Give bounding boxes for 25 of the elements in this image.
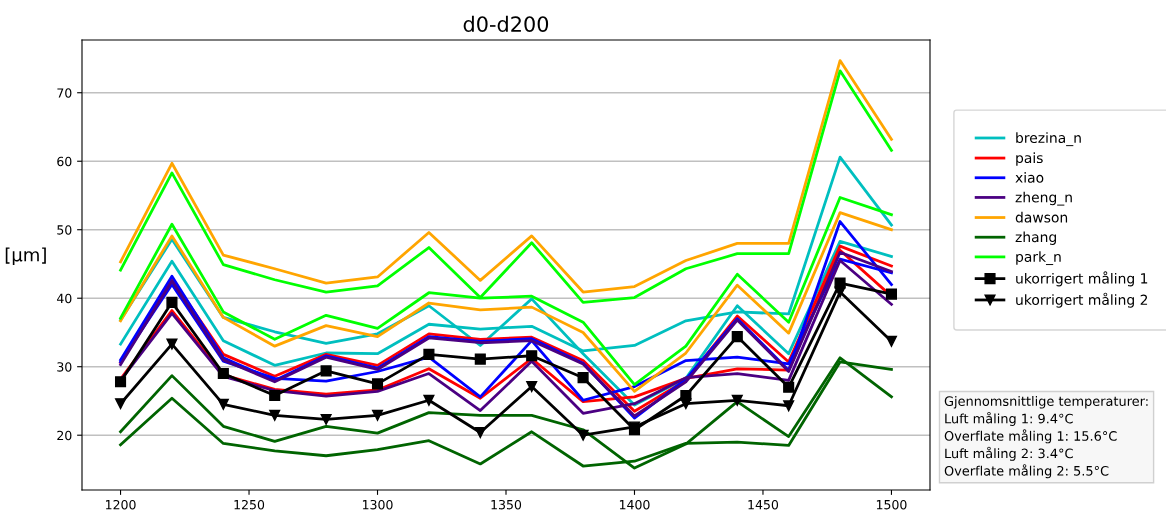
legend-label: zhang xyxy=(1015,231,1056,245)
x-tick-label: 1400 xyxy=(619,499,650,510)
legend-label: ukorrigert måling 1 xyxy=(1016,271,1148,287)
x-tick-label: 1200 xyxy=(106,499,136,510)
chart-title: d0-d200 xyxy=(463,15,549,32)
x-tick-label: 1300 xyxy=(362,499,393,510)
x-tick-label: 1500 xyxy=(876,499,907,510)
y-tick-label: 40 xyxy=(56,293,72,304)
legend-label: dawson xyxy=(1015,211,1068,223)
y-tick-label: 60 xyxy=(57,156,72,167)
x-tick-label: 1350 xyxy=(491,499,522,510)
y-tick-label: 30 xyxy=(57,362,72,372)
legend-label: brezina_n xyxy=(1016,132,1081,147)
y-axis-title: [µm] xyxy=(5,247,46,265)
legend-label: park_n xyxy=(1016,251,1061,266)
y-tick-label: 20 xyxy=(57,430,72,441)
legend-label: xiao xyxy=(1015,172,1044,183)
legend-label: ukorrigert måling 2 xyxy=(1016,292,1148,308)
legend-label: pais xyxy=(1016,152,1043,166)
y-tick-label: 50 xyxy=(57,225,72,235)
legend-label: zheng_n xyxy=(1015,191,1072,206)
x-tick-label: 1250 xyxy=(234,499,265,510)
x-tick-label: 1450 xyxy=(748,499,779,510)
text: Gjennomsnittlige temperaturer: Luft måling 1: 9.4°C Overflate måling 1: 15.6°C Luft måling 2: 3.4°C Overflate måling 2: 5.5°C xyxy=(944,396,1148,479)
y-tick-label: 70 xyxy=(57,88,72,98)
